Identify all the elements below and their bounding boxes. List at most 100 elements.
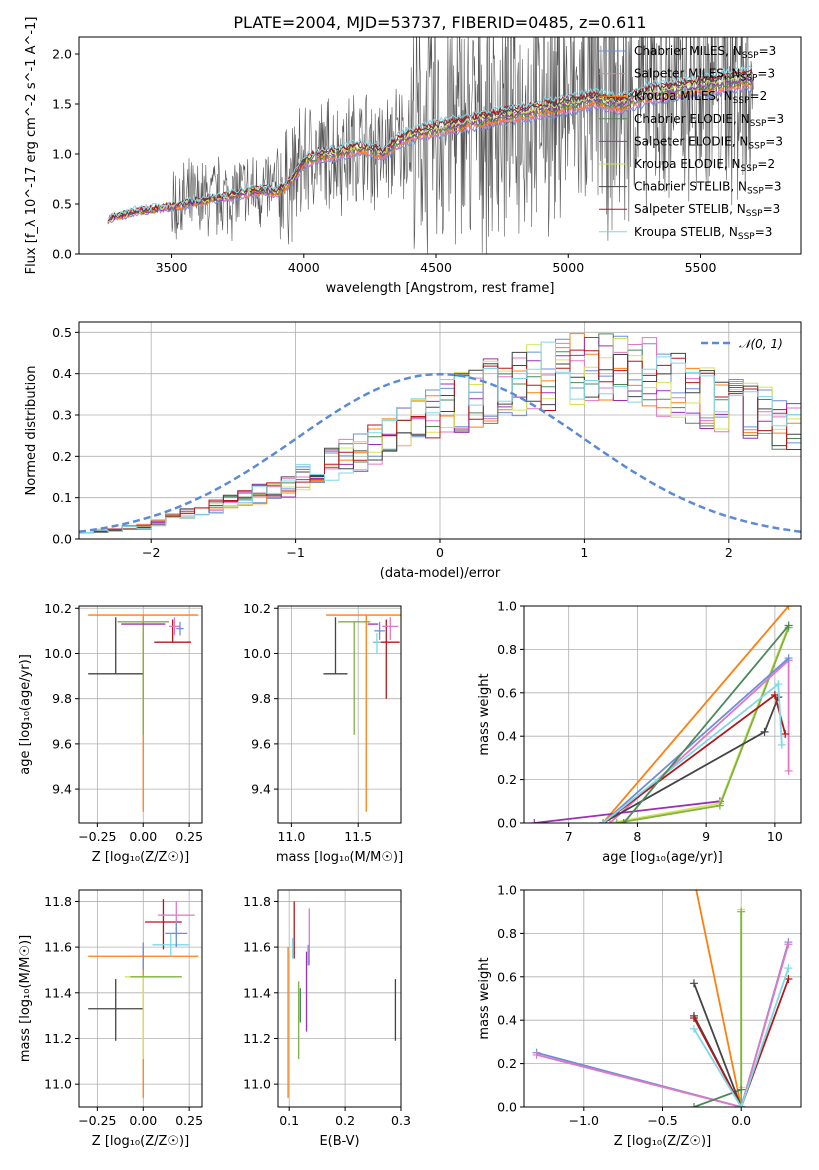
axes-frame: [277, 889, 402, 1108]
y-tick-label: 9.6: [251, 736, 271, 751]
x-tick-label: 0.1: [279, 1113, 299, 1128]
y-tick-label: 9.4: [251, 782, 271, 797]
weight-marker-kroupa_stelib: [599, 819, 608, 823]
histogram-salpeter_stelib: [79, 349, 801, 533]
histogram-kroupa_stelib: [79, 341, 801, 533]
y-tick-label: 11.2: [243, 1031, 271, 1046]
age-vs-mass-panel: 11.0 11.5 9.4 9.6 9.8 10.0 10.2 mass [log₁₀(M/M…: [243, 601, 403, 865]
y-tick-label: 10.0: [243, 646, 271, 661]
y-tick-label: 0.5: [52, 325, 72, 340]
histogram-chabrier_stelib: [79, 351, 801, 533]
weight-line-salpeter_stelib: [693, 978, 790, 1107]
weight-line-chabrier_stelib: [693, 982, 743, 1107]
y-tick-label: 1.5: [52, 97, 72, 112]
plot-area: [107, 37, 754, 254]
y-tick-label: 11.0: [243, 1077, 271, 1092]
y-tick-label: 10.2: [243, 601, 271, 616]
y-tick-label: 11.4: [44, 985, 72, 1000]
weight-line-chabrier_miles: [602, 657, 790, 823]
x-tick-label: 9: [702, 829, 710, 844]
plot-area: [530, 606, 793, 823]
x-axis-label: (data-model)/error: [380, 566, 501, 581]
weight-marker-salpeter_stelib: [784, 974, 793, 983]
weight-marker-salpeter_elodie: [530, 819, 539, 823]
plot-area: [79, 333, 801, 534]
x-tick-label: −0.25: [78, 1113, 116, 1128]
axes-frame: [78, 605, 203, 824]
y-tick-label: 0.5: [52, 197, 72, 212]
residuals-panel: −2 −1 0 1 2 0.0 0.1 0.2 0.3 0.4 0.5 (data-model)/er…: [24, 321, 802, 581]
weight-marker-chabrier_elodie: [619, 819, 628, 823]
x-tick-label: 11.5: [344, 829, 372, 844]
weight-line-kroupa_miles: [602, 606, 790, 823]
x-axis-label: mass [log₁₀(M/M☉)]: [276, 850, 403, 865]
y-tick-label: 9.4: [52, 782, 72, 797]
x-tick-label: 0.00: [129, 1113, 157, 1128]
legend-label: Kroupa STELIB, NSSP=3: [634, 225, 772, 242]
weight-marker-kroupa_stelib: [777, 740, 786, 749]
weight-marker-chabrier_miles: [784, 654, 793, 663]
x-tick-label: −2: [142, 545, 160, 560]
y-tick-label: 0.8: [497, 926, 517, 941]
y-tick-label: 11.8: [44, 894, 72, 909]
x-axis-label: Z [log₁₀(Z/Z☉)]: [614, 1134, 711, 1149]
legend-label: Salpeter MILES, NSSP=3: [634, 67, 775, 84]
axes-frame: [78, 36, 802, 255]
axes-frame: [277, 605, 402, 824]
weight-line-salpeter_miles: [536, 944, 790, 1107]
x-axis-label: Z [log₁₀(Z/Z☉)]: [92, 850, 189, 865]
weight-vs-metallicity-panel: −1.0 −0.5 0.0 0.0 0.2 0.4 0.6 0.8 1.0 Z [log₁₀(Z/…: [477, 883, 802, 1149]
y-tick-label: 0.0: [497, 816, 517, 831]
mass-vs-metallicity-panel: −0.25 0.00 0.25 11.0 11.2 11.4 11.6 11.8 Z [log₁…: [18, 889, 203, 1149]
x-tick-label: 4000: [288, 260, 320, 275]
weight-line-salpeter_elodie: [534, 800, 721, 823]
plot-area: [323, 614, 401, 812]
y-tick-label: 0.4: [497, 729, 517, 744]
legend-label: 𝒩(0, 1): [739, 337, 783, 351]
weight-marker-olive: [715, 801, 724, 810]
x-axis-label: age [log₁₀(age/yr)]: [602, 850, 723, 865]
y-axis-label: Normed distribution: [24, 366, 39, 496]
y-axis-label: Flux [f_λ 10^-17 erg cm^-2 s^-1 A^-1]: [24, 17, 39, 275]
weight-marker-chabrier_elodie: [689, 1103, 698, 1107]
x-tick-label: −0.5: [647, 1113, 677, 1128]
y-axis-label: mass weight: [477, 957, 492, 1039]
x-tick-label: 0.3: [391, 1113, 411, 1128]
y-tick-label: 9.6: [52, 736, 72, 751]
y-tick-label: 11.8: [243, 894, 271, 909]
histogram-kroupa_miles: [79, 333, 801, 534]
axes-frame: [78, 889, 203, 1108]
weight-marker-chabrier_elodie: [784, 621, 793, 630]
y-tick-label: 0.2: [52, 449, 72, 464]
x-tick-label: 0.2: [335, 1113, 355, 1128]
weight-marker-salpeter_stelib: [689, 1014, 698, 1023]
figure-title: PLATE=2004, MJD=53737, FIBERID=0485, z=0…: [233, 13, 646, 32]
weight-marker-salpeter_stelib: [781, 730, 790, 739]
x-axis-label: Z [log₁₀(Z/Z☉)]: [92, 1134, 189, 1149]
x-tick-label: 3500: [156, 260, 188, 275]
x-axis-label: wavelength [Angstrom, rest frame]: [326, 281, 555, 296]
x-tick-label: 5500: [685, 260, 717, 275]
model-spectrum-kroupa_miles: [107, 81, 753, 224]
x-tick-label: 0.25: [175, 1113, 203, 1128]
weight-marker-kroupa_stelib: [784, 964, 793, 973]
weight-marker-salpeter_miles: [532, 1050, 541, 1059]
plot-area: [287, 901, 397, 1098]
y-tick-label: 9.8: [52, 691, 72, 706]
x-tick-label: −1: [286, 545, 304, 560]
weight-marker-kroupa_stelib: [737, 1103, 746, 1107]
y-tick-label: 0.2: [497, 772, 517, 787]
weight-marker-salpeter_miles: [605, 819, 614, 823]
legend-label: Chabrier STELIB, NSSP=3: [634, 180, 782, 197]
y-axis-label: mass [log₁₀(M/M☉)]: [18, 935, 33, 1062]
x-tick-label: 1: [580, 545, 588, 560]
x-tick-label: 5000: [552, 260, 584, 275]
x-tick-label: −0.25: [78, 829, 116, 844]
legend-label: Kroupa ELODIE, NSSP=2: [634, 157, 775, 174]
x-tick-label: 10: [767, 829, 783, 844]
y-axis-label: age [log₁₀(age/yr)]: [18, 654, 33, 775]
y-tick-label: 11.0: [44, 1077, 72, 1092]
plot-area: [88, 614, 199, 812]
legend-label: Kroupa MILES, NSSP=2: [634, 89, 767, 106]
y-tick-label: 1.0: [52, 147, 72, 162]
